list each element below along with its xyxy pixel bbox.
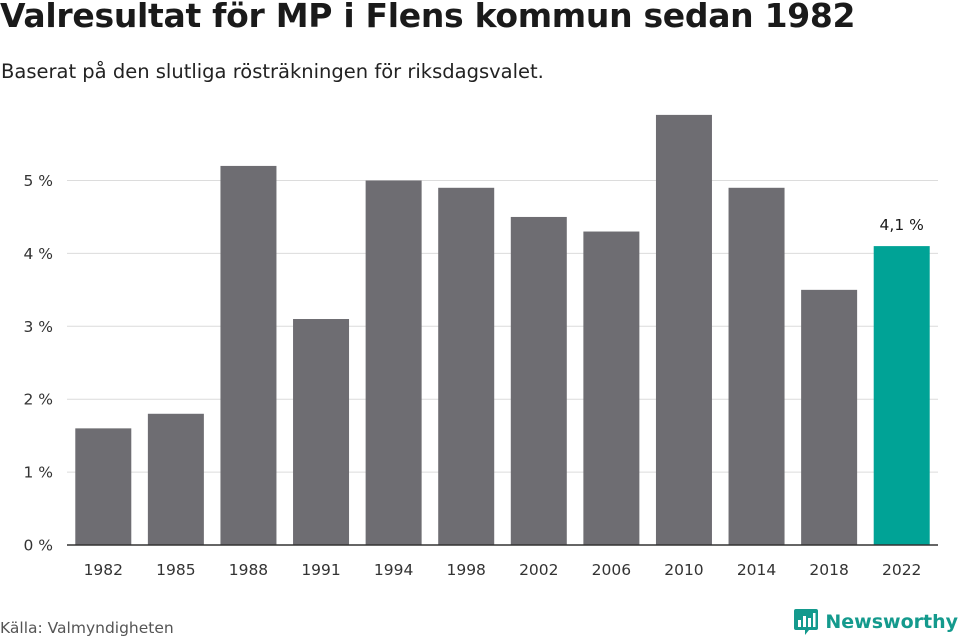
bar-1994 (365, 180, 422, 545)
y-tick-label: 2 % (23, 391, 53, 409)
y-tick-label: 3 % (23, 318, 53, 336)
x-tick-label: 2006 (592, 561, 631, 579)
bar-1982 (75, 428, 132, 545)
bar-1985 (147, 413, 204, 545)
brand-name: Newsworthy (825, 611, 958, 633)
chart-title: Valresultat för MP i Flens kommun sedan … (0, 0, 856, 35)
bar-2006 (583, 231, 640, 545)
x-tick-label: 2022 (882, 561, 921, 579)
data-label: 4,1 % (880, 216, 924, 234)
x-tick-label: 2018 (809, 561, 848, 579)
x-tick-label: 1985 (156, 561, 195, 579)
bar-1988 (220, 165, 277, 546)
bar-2022 (873, 246, 930, 546)
bar-2018 (801, 289, 858, 545)
x-tick-label: 2014 (737, 561, 776, 579)
bar-chart-speech-bubble-icon (794, 609, 819, 635)
x-tick-label: 2010 (664, 561, 703, 579)
bar-2002 (510, 216, 567, 545)
bar-2014 (728, 187, 785, 546)
y-tick-label: 4 % (23, 245, 53, 263)
bar-1998 (438, 187, 495, 546)
x-tick-label: 1982 (84, 561, 123, 579)
brand-logo[interactable]: Newsworthy (793, 607, 958, 637)
x-tick-label: 1998 (446, 561, 485, 579)
source-note: Källa: Valmyndigheten (0, 619, 174, 637)
bar-2010 (655, 114, 712, 545)
bar-chart: 0 % 1 % 2 % 3 % 4 % 5 % 1982 1985 1988 1991 1994 19… (23, 114, 938, 579)
x-tick-label: 2002 (519, 561, 558, 579)
chart-subtitle: Baserat på den slutliga rösträkningen fö… (1, 60, 544, 83)
y-tick-label: 0 % (23, 537, 53, 555)
x-tick-label: 1994 (374, 561, 413, 579)
x-tick-label: 1988 (229, 561, 268, 579)
x-tick-label: 1991 (301, 561, 340, 579)
y-tick-label: 5 % (23, 172, 53, 190)
y-tick-label: 1 % (23, 464, 53, 482)
bar-1991 (293, 319, 350, 545)
